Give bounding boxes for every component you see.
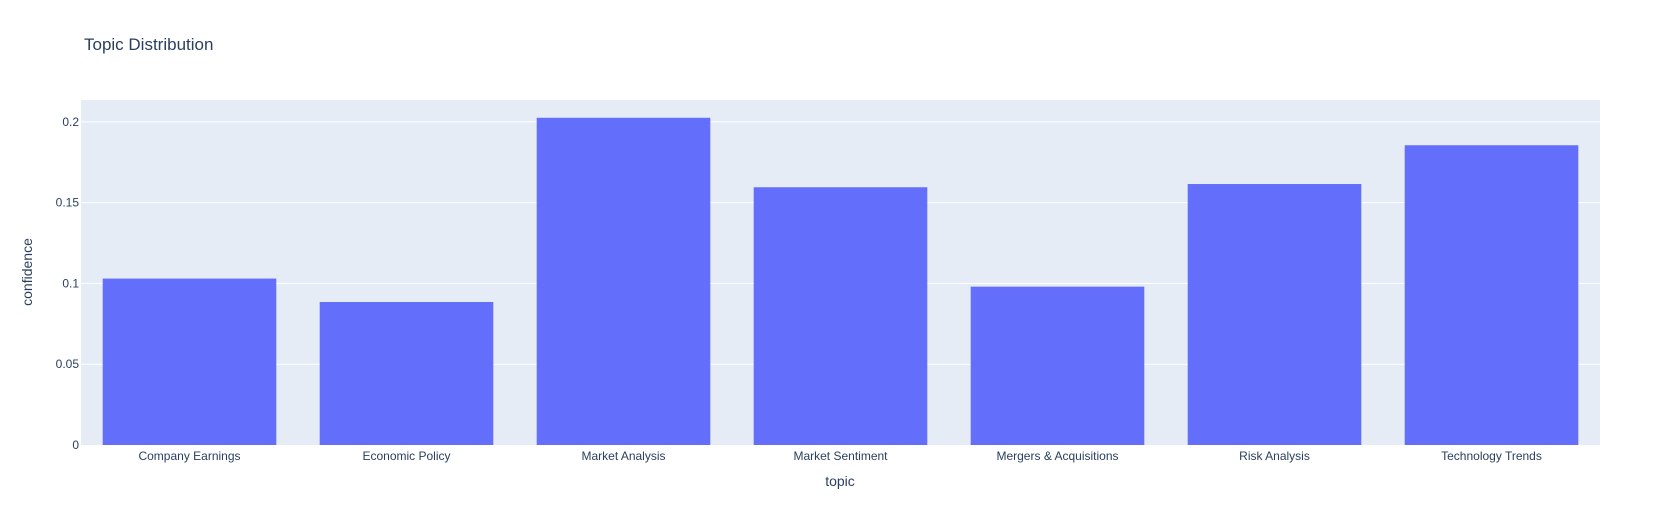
x-axis-title: topic [825,473,855,489]
y-tick-label: 0 [72,438,79,452]
x-tick-label: Market Analysis [581,449,665,463]
y-tick-label: 0.1 [62,276,79,290]
x-tick-label: Risk Analysis [1239,449,1310,463]
y-tick-labels: 0 0.05 0.1 0.15 0.2 [56,115,80,452]
x-tick-label: Company Earnings [138,449,240,463]
x-tick-label: Economic Policy [362,449,450,463]
bars [102,117,1579,445]
x-tick-label: Mergers & Acquisitions [996,449,1118,463]
bar[interactable] [1404,145,1579,445]
bar[interactable] [319,301,494,445]
bar[interactable] [753,187,928,445]
x-tick-label: Technology Trends [1441,449,1542,463]
x-tick-labels: Company Earnings Economic Policy Market An… [138,449,1541,463]
y-tick-label: 0.05 [56,357,80,371]
y-axis-title: confidence [19,238,35,306]
bar[interactable] [536,117,711,445]
bar[interactable] [102,278,277,445]
x-tick-label: Market Sentiment [793,449,888,463]
y-tick-label: 0.2 [62,115,79,129]
chart-title: Topic Distribution [84,35,213,54]
bar[interactable] [970,286,1145,445]
y-tick-label: 0.15 [56,196,80,210]
bar[interactable] [1187,184,1362,445]
